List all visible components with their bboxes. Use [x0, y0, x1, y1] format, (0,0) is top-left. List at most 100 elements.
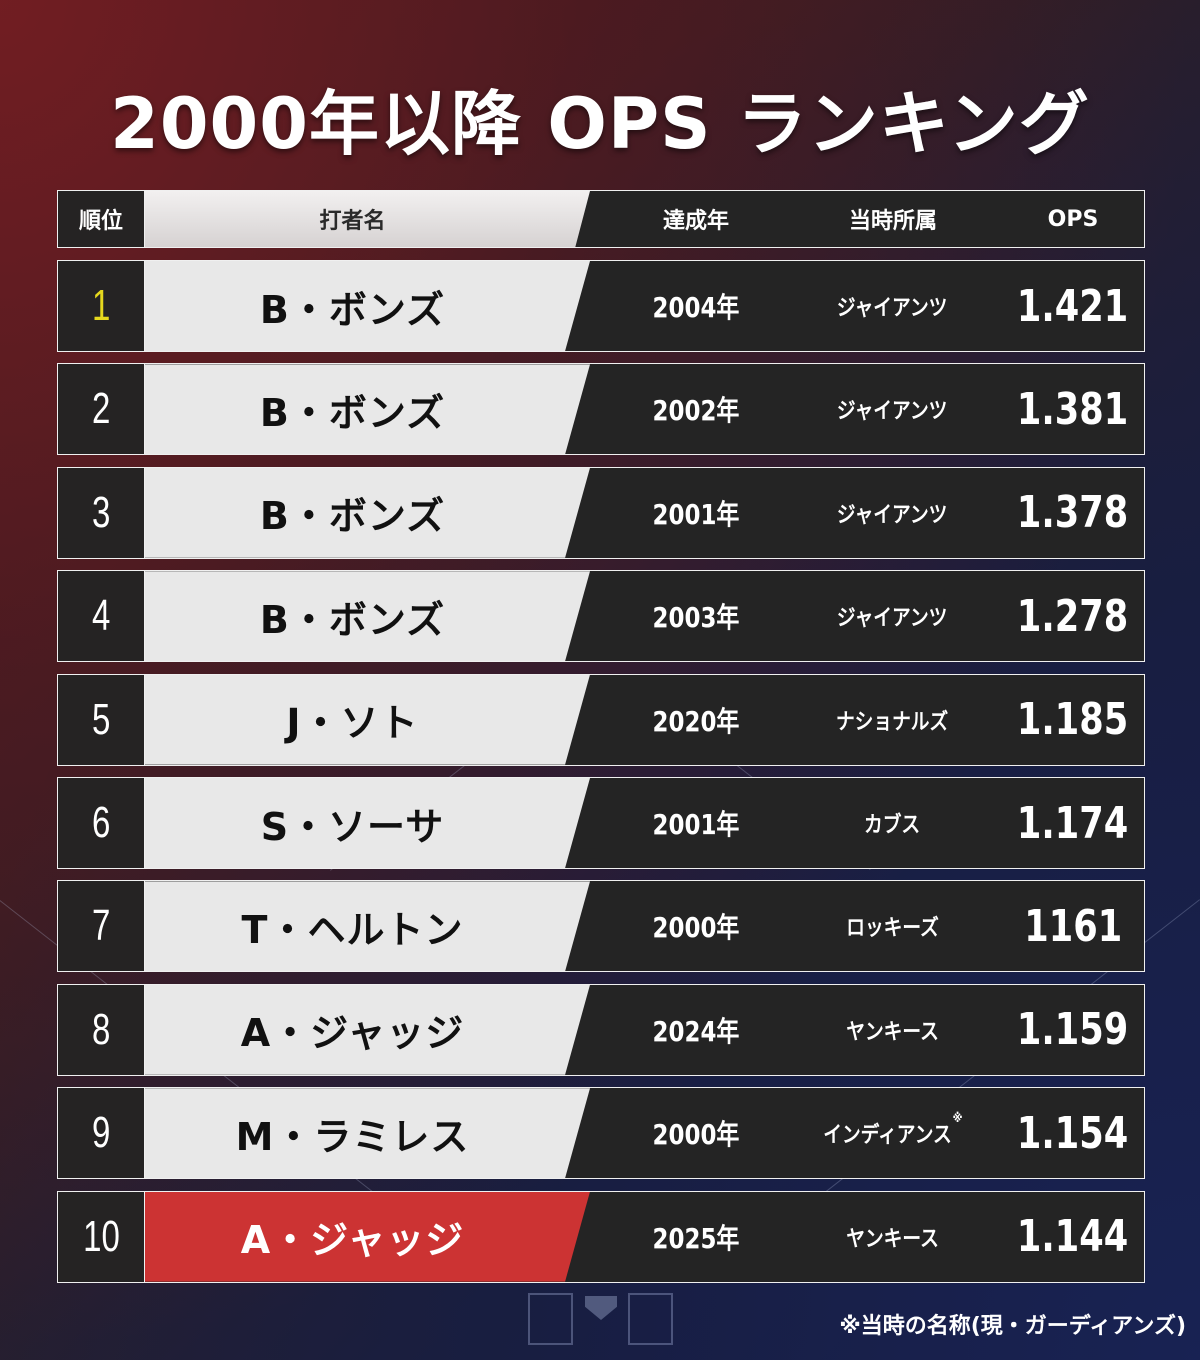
rank-value: 3: [91, 487, 111, 537]
team-name: ジャイアンツ: [837, 606, 948, 632]
ops-value: 1.378: [1017, 487, 1129, 539]
rank-cell: 1: [58, 261, 145, 351]
year-value: 2002年: [652, 394, 740, 428]
header-name: 打者名: [145, 191, 590, 247]
team-value: ジャイアンツ: [837, 393, 948, 425]
page-title: 2000年以降 OPS ランキング: [110, 83, 1090, 165]
header-ops: OPS: [1047, 206, 1099, 232]
ops-value: 1.185: [1017, 694, 1129, 746]
table-row: 5 J・ソト 2020年 ナショナルズ 1.185: [57, 673, 1145, 766]
ops-value: 1.154: [1017, 1107, 1129, 1159]
table-row: 6 S・ソーサ 2001年 カブス 1.174: [57, 777, 1145, 869]
batter-name: A・ジャッジ: [145, 1191, 590, 1282]
year-value: 2020年: [652, 704, 740, 738]
team-value: ナショナルズ: [836, 704, 949, 736]
footnote: ※当時の名称(現・ガーディアンズ): [839, 1314, 1186, 1339]
team-name: ヤンキース: [846, 1226, 939, 1252]
ops-cell: 1161: [1008, 881, 1138, 971]
ops-cell: 1.144: [1008, 1192, 1138, 1282]
year-cell: 2001年: [621, 468, 771, 558]
header-team: 当時所属: [848, 209, 937, 234]
table-row: 8 A・ジャッジ 2024年 ヤンキース 1.159: [57, 983, 1145, 1076]
year-value: 2004年: [652, 291, 740, 324]
ops-value: 1.381: [1017, 383, 1129, 435]
team-cell: ジャイアンツ: [793, 571, 993, 661]
year-cell: 2002年: [621, 364, 771, 454]
year-value: 2024年: [652, 1014, 740, 1048]
year-value: 2003年: [652, 601, 740, 635]
header-rank: 順位: [58, 191, 145, 247]
year-cell: 2000年: [621, 1088, 771, 1178]
table-row: 2 B・ボンズ 2002年 ジャイアンツ 1.381: [57, 363, 1145, 456]
rank-cell: 5: [58, 674, 145, 765]
rank-cell: 9: [58, 1088, 145, 1179]
rank-cell: 3: [58, 467, 145, 558]
team-cell: ジャイアンツ: [793, 468, 993, 558]
rank-value: 8: [91, 1004, 111, 1054]
year-value: 2025年: [652, 1221, 740, 1255]
batter-name: B・ボンズ: [145, 467, 590, 558]
rank-value: 1: [91, 281, 111, 330]
team-name: カブス: [864, 813, 921, 838]
team-name: インディアンス: [823, 1123, 952, 1149]
batters-box-right: [628, 1293, 673, 1345]
year-value: 2000年: [652, 1118, 740, 1152]
year-cell: 2003年: [621, 571, 771, 661]
ops-cell: 1.154: [1008, 1088, 1138, 1178]
team-value: ヤンキース: [846, 1014, 939, 1046]
batter-name: B・ボンズ: [145, 261, 590, 351]
team-note-mark: ※: [952, 1111, 963, 1126]
year-cell: 2020年: [621, 675, 771, 765]
rank-cell: 2: [58, 364, 145, 455]
table-header: 順位 打者名 達成年 当時所属 OPS: [57, 190, 1145, 248]
batter-name: B・ボンズ: [145, 364, 590, 455]
rank-value: 9: [91, 1108, 111, 1158]
batters-box-left: [528, 1293, 573, 1345]
team-cell: ジャイアンツ: [793, 364, 993, 454]
team-cell: ナショナルズ: [793, 675, 993, 765]
rank-value: 4: [91, 591, 111, 641]
batter-name: T・ヘルトン: [145, 881, 590, 972]
batter-name: M・ラミレス: [145, 1088, 590, 1179]
team-value: ヤンキース: [846, 1221, 939, 1253]
year-cell: 2001年: [621, 778, 771, 868]
team-name: ジャイアンツ: [837, 296, 948, 321]
table-row: 3 B・ボンズ 2001年 ジャイアンツ 1.378: [57, 466, 1145, 559]
year-cell: 2000年: [621, 881, 771, 971]
team-cell: ジャイアンツ: [793, 261, 993, 351]
year-value: 2001年: [652, 808, 740, 841]
rank-value: 10: [82, 1211, 120, 1261]
table-row: 10 A・ジャッジ 2025年 ヤンキース 1.144: [57, 1190, 1145, 1283]
rank-value: 5: [91, 694, 111, 744]
table-row: 1 B・ボンズ 2004年 ジャイアンツ 1.421: [57, 260, 1145, 352]
table-row: 9 M・ラミレス 2000年 インディアンス※ 1.154: [57, 1087, 1145, 1180]
team-name: ナショナルズ: [836, 709, 949, 735]
rank-cell: 4: [58, 571, 145, 662]
table-row: 7 T・ヘルトン 2000年 ロッキーズ 1161: [57, 880, 1145, 973]
ops-value: 1161: [1024, 900, 1122, 952]
team-value: ジャイアンツ: [837, 600, 948, 632]
year-value: 2000年: [652, 911, 740, 945]
ops-cell: 1.421: [1008, 261, 1138, 351]
ops-value: 1.421: [1017, 280, 1129, 332]
ops-cell: 1.174: [1008, 778, 1138, 868]
rank-value: 2: [91, 384, 111, 434]
ops-cell: 1.185: [1008, 675, 1138, 765]
ops-value: 1.159: [1017, 1004, 1129, 1056]
team-cell: カブス: [793, 778, 993, 868]
header-year: 達成年: [662, 209, 729, 234]
team-value: ジャイアンツ: [837, 290, 948, 322]
ops-cell: 1.381: [1008, 364, 1138, 454]
home-plate-icon: [585, 1296, 617, 1320]
rank-value: 6: [91, 798, 111, 847]
batter-name: B・ボンズ: [145, 571, 590, 662]
team-value: インディアンス※: [823, 1111, 962, 1149]
team-value: カブス: [865, 807, 922, 839]
year-value: 2001年: [652, 497, 740, 531]
team-name: ロッキーズ: [846, 916, 939, 942]
rank-cell: 8: [58, 984, 145, 1075]
rank-cell: 7: [58, 881, 145, 972]
ops-value: 1.144: [1017, 1211, 1129, 1263]
rank-cell: 10: [58, 1191, 145, 1282]
ops-cell: 1.159: [1008, 985, 1138, 1075]
